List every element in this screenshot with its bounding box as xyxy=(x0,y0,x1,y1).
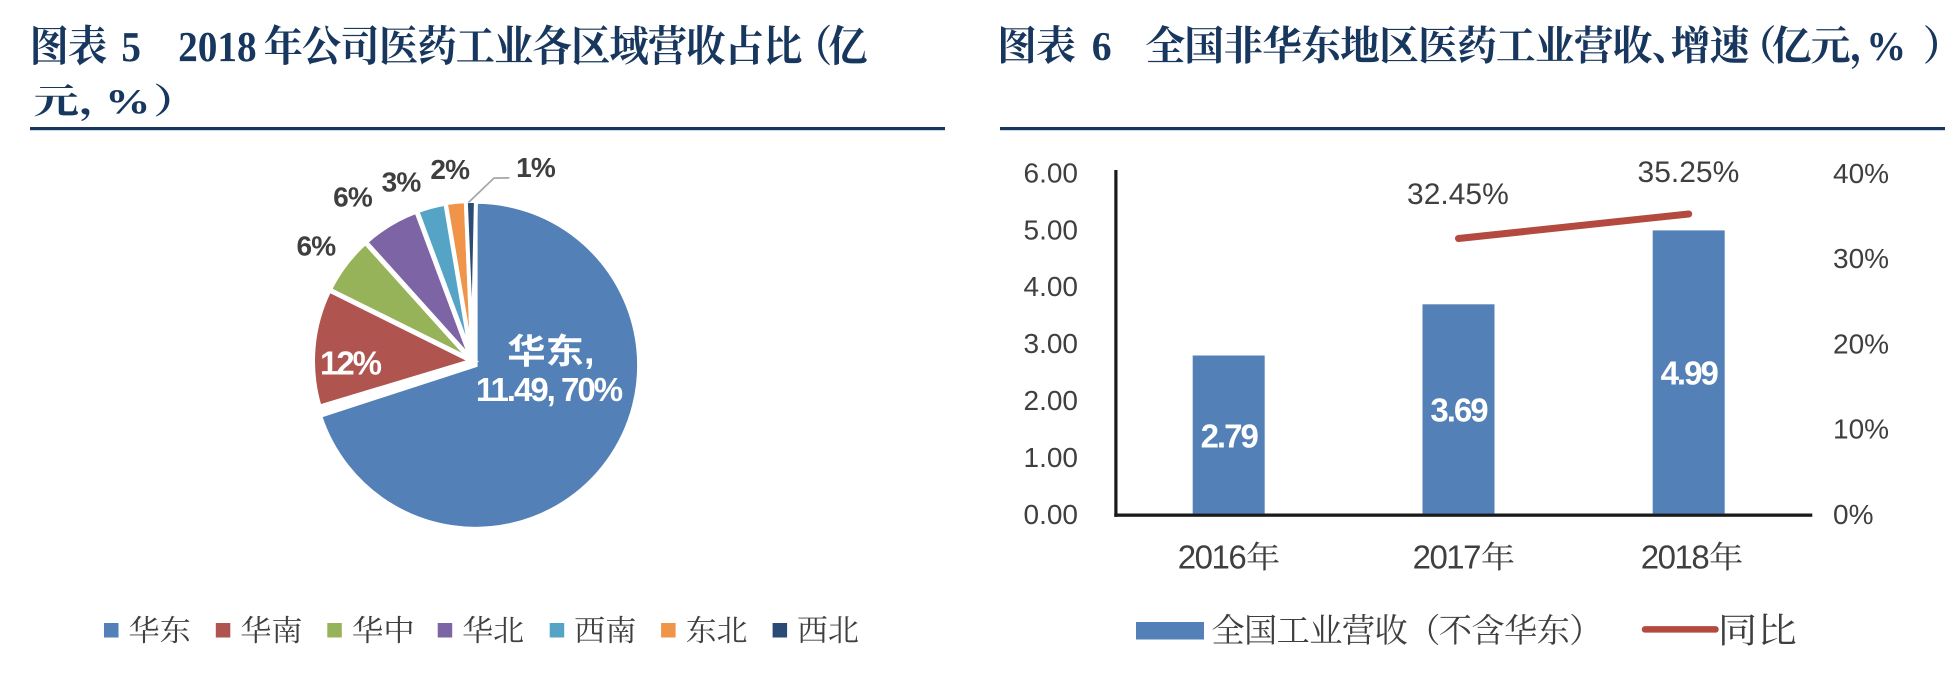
svg-text:2%: 2% xyxy=(430,154,470,185)
svg-text:3.00: 3.00 xyxy=(1024,328,1079,359)
svg-text:6.00: 6.00 xyxy=(1024,157,1079,188)
svg-text:2018: 2018 xyxy=(1641,539,1709,576)
svg-text:4.00: 4.00 xyxy=(1024,271,1079,302)
svg-text:1%: 1% xyxy=(516,152,556,183)
svg-text:11.49, 70%: 11.49, 70% xyxy=(476,371,623,408)
svg-text:35.25%: 35.25% xyxy=(1638,156,1740,189)
svg-text:0%: 0% xyxy=(1833,499,1873,530)
svg-text:2.00: 2.00 xyxy=(1024,385,1079,416)
svg-text:4.99: 4.99 xyxy=(1661,355,1719,392)
svg-text:3.69: 3.69 xyxy=(1430,392,1488,429)
svg-text:2.79: 2.79 xyxy=(1201,417,1259,454)
svg-text:10%: 10% xyxy=(1833,414,1889,445)
svg-text:5.00: 5.00 xyxy=(1024,214,1079,245)
svg-text:6%: 6% xyxy=(333,182,373,213)
svg-text:0.00: 0.00 xyxy=(1024,499,1079,530)
svg-text:30%: 30% xyxy=(1833,243,1889,274)
svg-text:20%: 20% xyxy=(1833,328,1889,359)
svg-text:3%: 3% xyxy=(382,167,422,198)
svg-text:32.45%: 32.45% xyxy=(1407,178,1509,211)
svg-text:6%: 6% xyxy=(296,231,336,262)
svg-text:12%: 12% xyxy=(320,345,382,382)
svg-text:40%: 40% xyxy=(1833,158,1889,189)
svg-text:1.00: 1.00 xyxy=(1024,442,1079,473)
svg-text:2016: 2016 xyxy=(1178,539,1246,576)
svg-text:2017: 2017 xyxy=(1413,539,1481,576)
